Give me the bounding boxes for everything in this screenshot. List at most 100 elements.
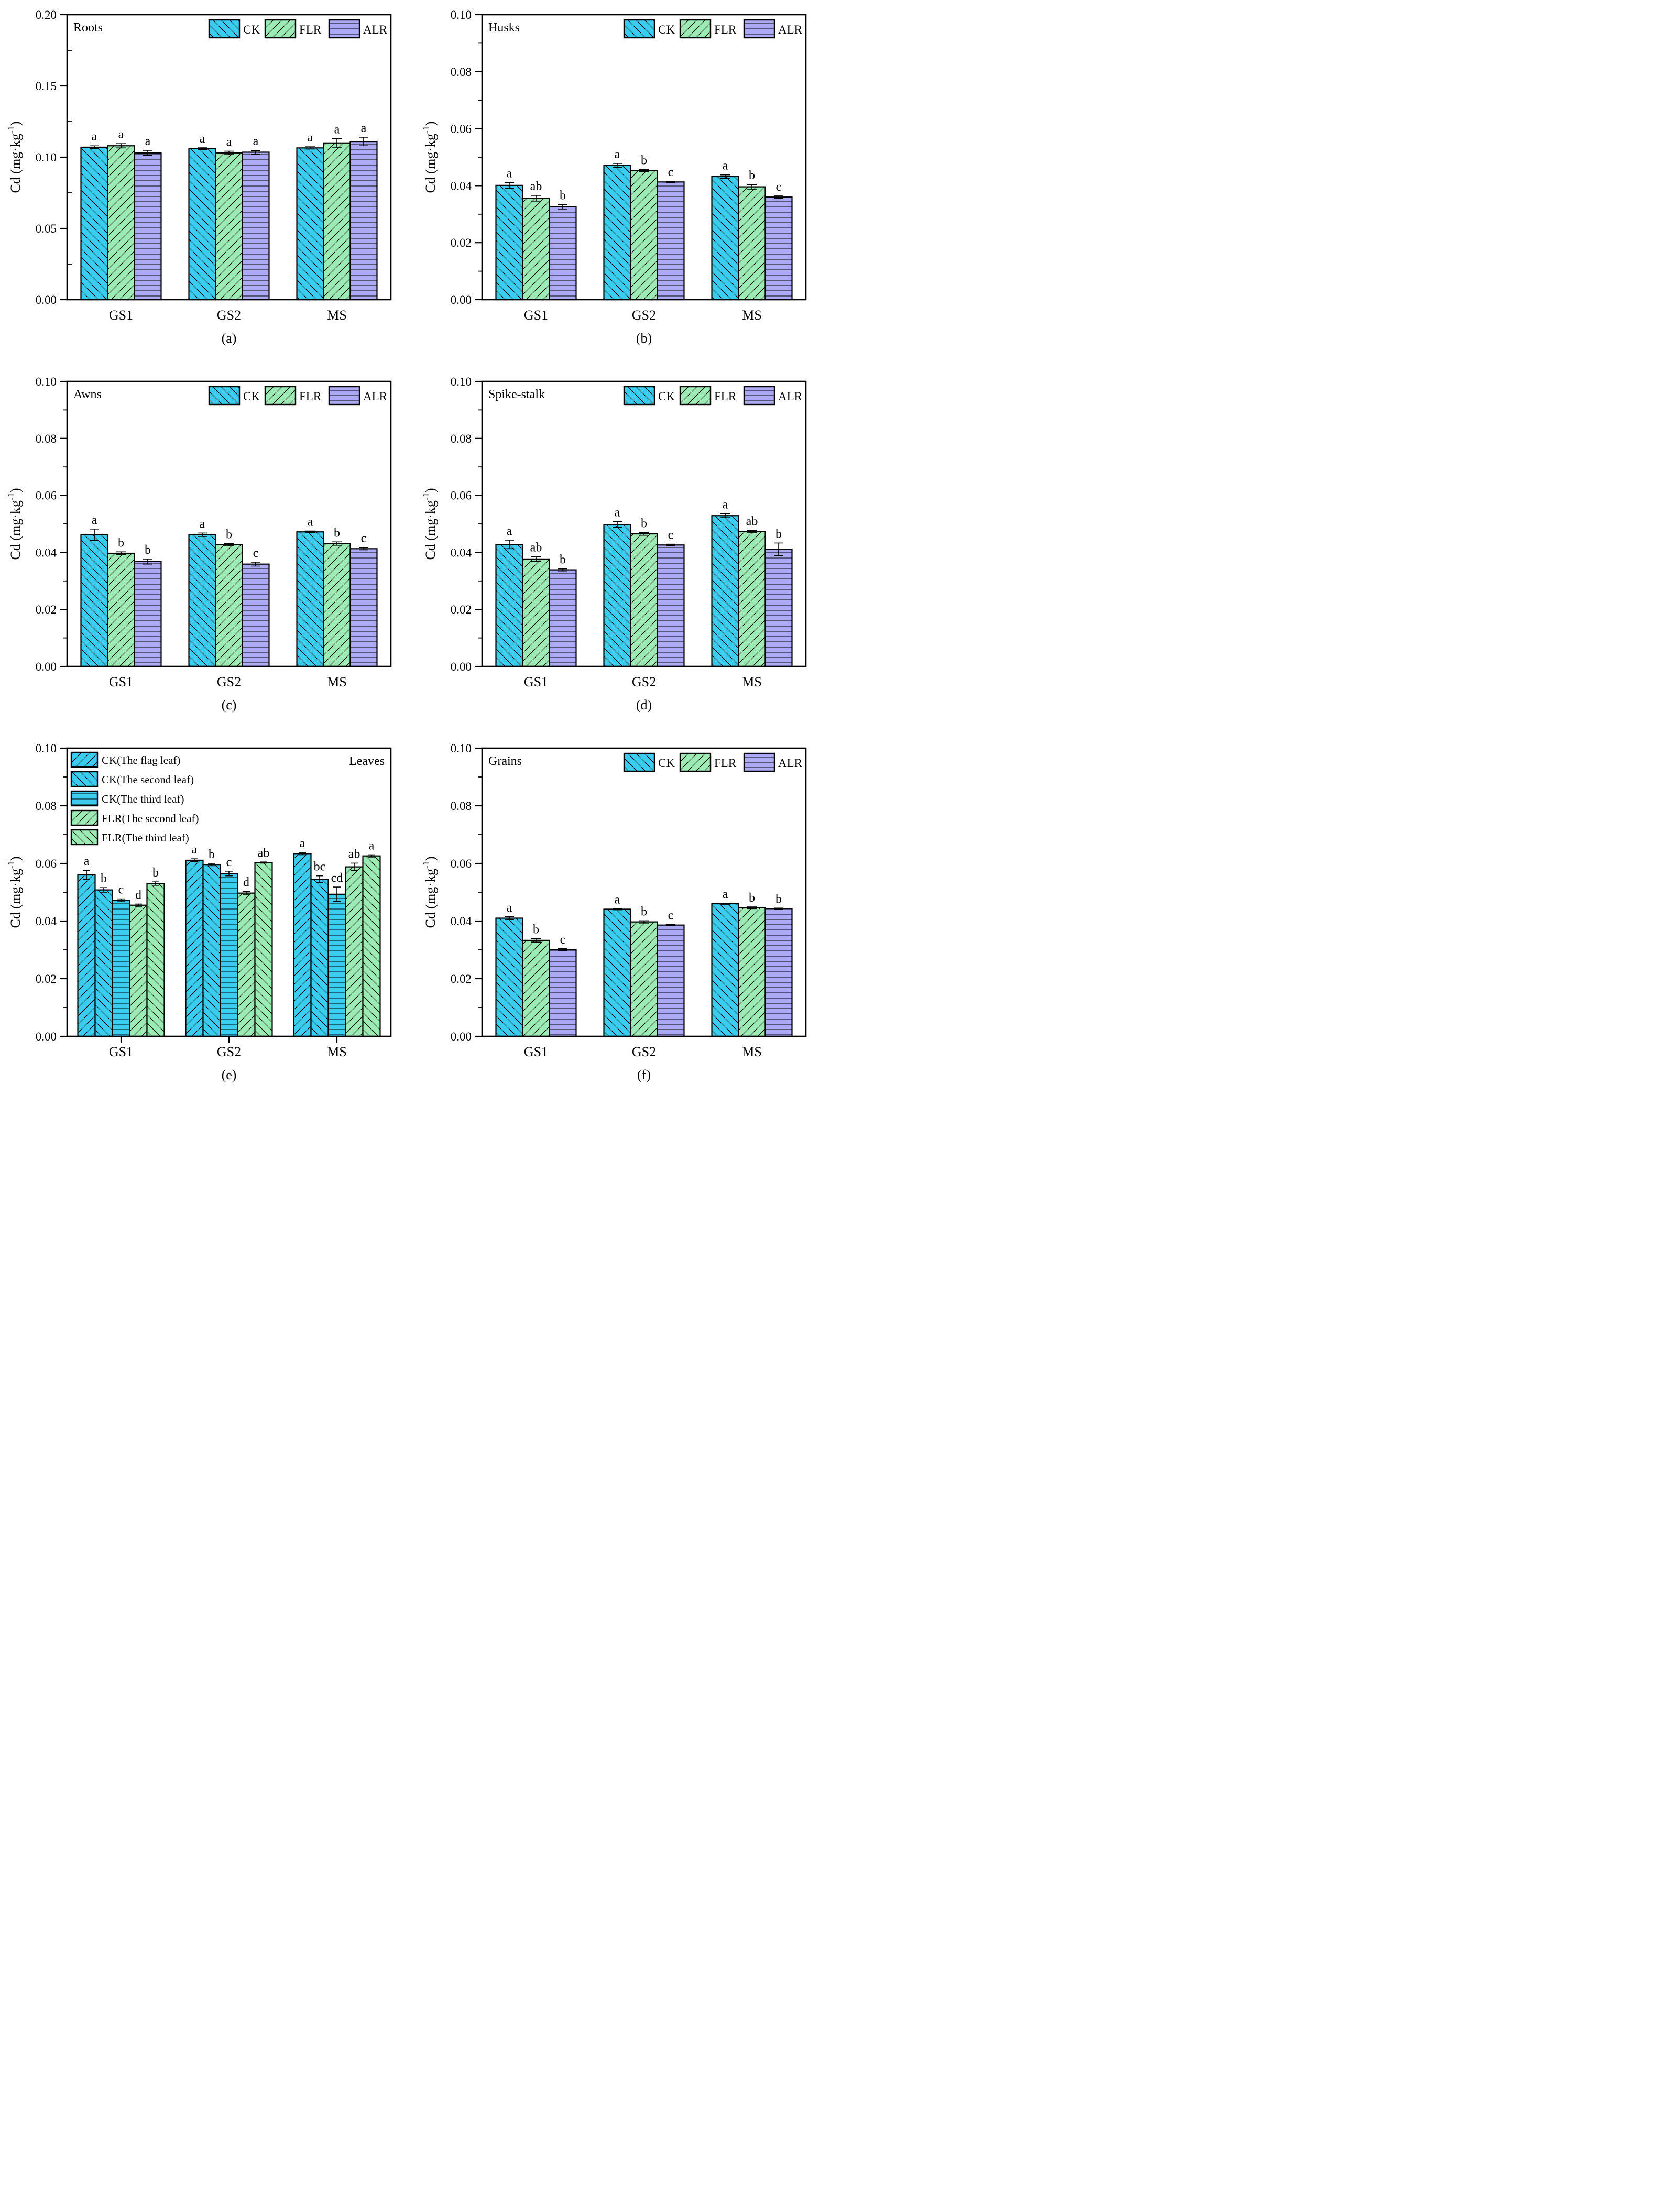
y-tick-label: 0.10 (451, 8, 472, 21)
legend-label: CK(The flag leaf) (102, 754, 180, 766)
y-axis-label: Cd (mg·kg-1) (6, 856, 23, 928)
panel-c: 0.00 0.02 0.04 0.06 0.08 0.10 a b b GS1 a b c GS2 a b c M… (0, 367, 415, 733)
significance-letter: a (118, 128, 124, 141)
bar (522, 558, 550, 667)
significance-letter: a (308, 131, 313, 145)
significance-letter: c (668, 529, 674, 542)
legend-label: CK(The second leaf) (102, 773, 194, 786)
bar (254, 862, 273, 1037)
legend-swatch (623, 19, 655, 39)
x-category-label: GS1 (109, 674, 133, 689)
bar (522, 198, 550, 301)
bar (146, 883, 165, 1037)
panel-letter: (a) (222, 331, 237, 346)
legend-label: FLR (299, 23, 322, 36)
significance-letter: a (723, 888, 728, 901)
legend-swatch (743, 752, 775, 772)
legend-swatch (264, 19, 297, 39)
plot-frame (66, 747, 392, 1037)
legend-swatch (328, 386, 360, 406)
legend-label: ALR (778, 757, 803, 770)
bar (242, 151, 270, 301)
legend-label: FLR(The third leaf) (102, 831, 189, 844)
significance-letter: b (560, 189, 566, 202)
bar (134, 152, 162, 301)
bar (630, 170, 658, 301)
bar (296, 147, 324, 301)
chart-c: 0.00 0.02 0.04 0.06 0.08 0.10 a b b GS1 a b c GS2 a b c M… (0, 367, 415, 733)
significance-letter: ab (746, 515, 758, 529)
legend-label: FLR (714, 390, 737, 403)
bar (242, 563, 270, 667)
significance-letter: c (668, 909, 674, 923)
bar (711, 176, 739, 301)
legend-label: ALR (363, 23, 388, 36)
significance-letter: ab (258, 846, 270, 860)
bar (603, 165, 631, 301)
x-category-label: GS1 (524, 674, 548, 689)
x-category-label: MS (327, 308, 347, 323)
panel-b: 0.00 0.02 0.04 0.06 0.08 0.10 a ab b GS1 a b c GS2 a b c… (415, 0, 830, 367)
bar (134, 561, 162, 667)
bar (310, 879, 329, 1037)
x-category-label: GS2 (632, 674, 656, 689)
bar (323, 543, 351, 667)
significance-letter: b (641, 154, 647, 167)
legend-swatch (208, 386, 241, 406)
legend-swatch (743, 386, 775, 406)
significance-letter: a (226, 136, 232, 149)
significance-letter: a (615, 506, 620, 520)
bar (764, 908, 793, 1037)
significance-letter: c (560, 933, 566, 947)
bar (215, 544, 243, 667)
x-category-label: GS1 (524, 1044, 548, 1059)
legend-label: FLR(The second leaf) (102, 812, 199, 825)
significance-letter: b (775, 892, 782, 906)
y-tick-label: 0.10 (36, 375, 57, 388)
significance-letter: b (226, 528, 232, 542)
significance-letter: a (145, 135, 151, 148)
significance-letter: b (209, 848, 215, 861)
legend-swatch (623, 386, 655, 406)
significance-letter: a (369, 839, 375, 853)
significance-letter: a (84, 855, 90, 868)
x-category-label: GS1 (109, 308, 133, 323)
y-tick-label: 0.02 (36, 972, 57, 985)
significance-letter: a (507, 901, 512, 915)
significance-letter: a (615, 893, 620, 906)
y-tick-label: 0.04 (36, 546, 57, 559)
significance-letter: a (92, 130, 97, 144)
legend-swatch (679, 752, 712, 772)
legend-label: FLR (299, 390, 322, 403)
x-category-label: MS (327, 1044, 347, 1059)
panel-title: Awns (73, 388, 102, 401)
y-tick-label: 0.20 (36, 8, 57, 21)
panel-letter: (e) (222, 1067, 237, 1082)
bar (549, 569, 577, 667)
x-category-label: MS (742, 674, 762, 689)
y-tick-label: 0.04 (36, 915, 57, 928)
significance-letter: cd (331, 871, 343, 885)
bar (202, 864, 221, 1037)
bar (188, 148, 216, 301)
y-tick-label: 0.10 (451, 375, 472, 388)
significance-letter: a (615, 148, 620, 161)
significance-letter: b (560, 553, 566, 566)
legend-label: CK(The third leaf) (102, 793, 184, 805)
significance-letter: ab (348, 847, 360, 861)
y-tick-label: 0.10 (36, 742, 57, 755)
y-tick-label: 0.00 (451, 1030, 472, 1043)
panel-f: 0.00 0.02 0.04 0.06 0.08 0.10 a b c GS1 a b c GS2 a b b M… (415, 733, 830, 1106)
panel-a: 0.00 0.05 0.10 0.15 0.20 a a a GS1 a a a GS2 a a a MS Roo… (0, 0, 415, 367)
significance-letter: b (101, 872, 107, 885)
significance-letter: c (118, 883, 124, 897)
significance-letter: bc (314, 860, 326, 874)
x-category-label: MS (742, 308, 762, 323)
significance-letter: ab (530, 180, 542, 193)
y-axis-label: Cd (mg·kg-1) (421, 121, 438, 193)
y-tick-label: 0.06 (451, 857, 472, 870)
bar (495, 917, 523, 1037)
panel-letter: (f) (637, 1067, 651, 1082)
significance-letter: a (334, 123, 340, 137)
